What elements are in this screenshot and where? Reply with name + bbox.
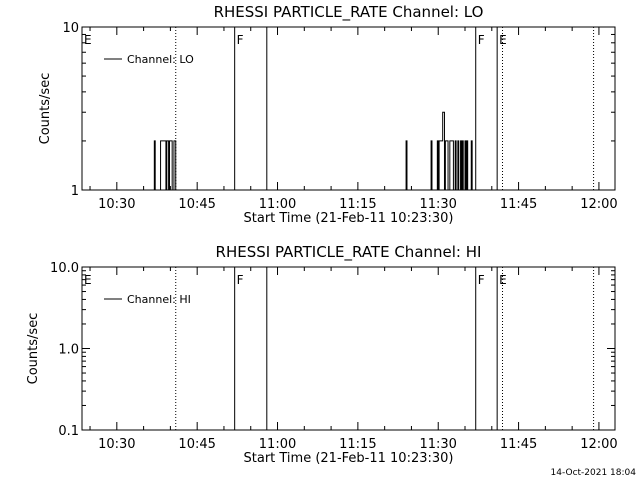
panel2-y-tick-label: 0.1: [58, 424, 79, 439]
panel1-x-tick-label: 11:30: [419, 197, 456, 212]
panel2-y-tick-label: 10.0: [50, 261, 79, 276]
panel1-marker-label: E: [84, 33, 92, 47]
panel1-legend-label: Channel: LO: [127, 53, 194, 66]
panel2-marker-label: E: [84, 273, 92, 287]
panel1-marker-label: F: [478, 33, 485, 47]
panel2-marker-label: F: [237, 273, 244, 287]
timestamp: 14-Oct-2021 18:04: [551, 468, 637, 478]
panel1-x-tick-label: 11:45: [500, 197, 537, 212]
panel1-marker-label: F: [237, 33, 244, 47]
panel1-plot-frame: [81, 26, 616, 191]
panel2-x-tick-label: 10:30: [98, 437, 135, 452]
panel2-plot-frame: [81, 266, 616, 431]
panel1-x-tick-label: 11:15: [339, 197, 376, 212]
panel1-x-tick-label: 10:30: [98, 197, 135, 212]
panel2-x-tick-label: 11:30: [419, 437, 456, 452]
panel2-x-tick-label: 10:45: [178, 437, 215, 452]
panel2-y-axis-label: Counts/sec: [26, 313, 41, 385]
panel1-y-tick-label: 1: [71, 184, 79, 199]
panel2-marker-label: F: [478, 273, 485, 287]
panel1-title: RHESSI PARTICLE_RATE Channel: LO: [214, 3, 484, 22]
panel1-y-axis-label: Counts/sec: [38, 73, 53, 145]
panel2-x-axis-label: Start Time (21-Feb-11 10:23:30): [244, 451, 454, 466]
panel1-y-tick-label: 10: [62, 21, 79, 36]
panel2-title: RHESSI PARTICLE_RATE Channel: HI: [216, 243, 482, 262]
panel1-x-tick-label: 12:00: [580, 197, 617, 212]
panel1-x-tick-label: 11:00: [259, 197, 296, 212]
panel2-x-tick-label: 11:15: [339, 437, 376, 452]
panel2-x-tick-label: 11:45: [500, 437, 537, 452]
panel1-x-tick-label: 10:45: [178, 197, 215, 212]
panel2-x-tick-label: 12:00: [580, 437, 617, 452]
panel2-y-tick-label: 1.0: [58, 343, 79, 358]
panel2-x-tick-label: 11:00: [259, 437, 296, 452]
panel2-legend-label: Channel: HI: [127, 293, 191, 306]
panel1-series-line: [153, 111, 473, 191]
panel1-x-axis-label: Start Time (21-Feb-11 10:23:30): [244, 211, 454, 226]
